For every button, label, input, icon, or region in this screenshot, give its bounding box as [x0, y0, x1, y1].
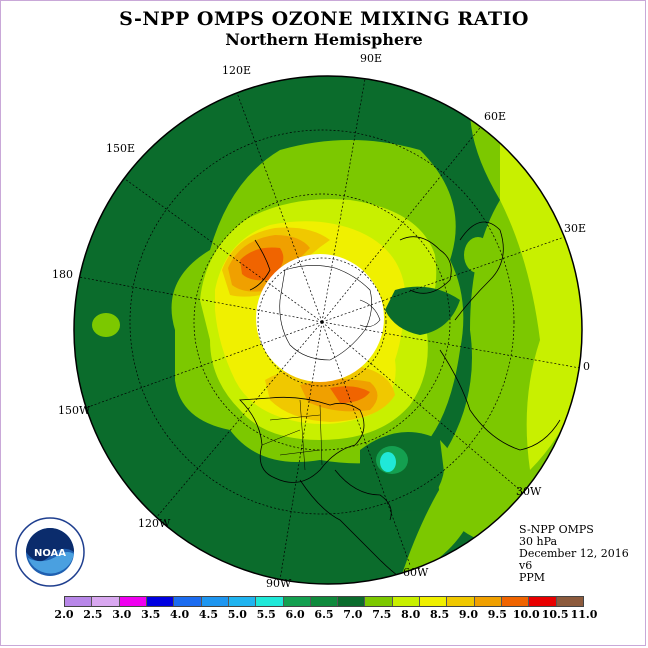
field-7.5-southeast-arm [400, 440, 470, 580]
meridian-120e [229, 76, 323, 323]
us-states [261, 399, 323, 471]
colorbar-swatch [365, 597, 393, 606]
graticule [74, 76, 581, 581]
colorbar-tick-label: 11.0 [570, 608, 598, 621]
latitude-circle-2 [193, 193, 451, 451]
map-boundary [73, 75, 583, 585]
colorbar-swatch [146, 597, 175, 606]
lon-label-60e: 60E [484, 110, 507, 123]
colorbar-swatch [119, 597, 147, 606]
colorbar-tick-label: 3.5 [141, 608, 161, 621]
colorbar-swatch [174, 597, 202, 606]
colorbar-swatch [392, 597, 421, 606]
europe-africa-coast [439, 349, 561, 451]
lon-label-0: 0 [583, 360, 590, 373]
colorbar-tick-label: 5.0 [227, 608, 247, 621]
colorbar-swatch [338, 597, 366, 606]
meridian-60w [321, 321, 411, 566]
meridian-120w [149, 321, 323, 526]
meridian-90e [321, 76, 369, 323]
meridian-90w [279, 321, 323, 581]
meridian-150e [95, 157, 323, 323]
colorbar-swatch [529, 597, 557, 606]
noaa-logo-text: NOAA [34, 548, 66, 559]
colorbar-swatch [92, 597, 120, 606]
info-date: December 12, 2016 [519, 547, 629, 560]
lon-label-180: 180 [52, 268, 73, 281]
colorbar-tick-label: 2.5 [83, 608, 103, 621]
north-america-outline [239, 396, 365, 483]
latitude-circle-1 [257, 257, 387, 387]
lon-label-150e: 150E [106, 142, 136, 155]
map-subtitle: Northern Hemisphere [225, 30, 423, 49]
lon-label-150w: 150W [58, 404, 91, 417]
colorbar-tick-label: 9.0 [458, 608, 479, 621]
lon-label-60w: 60W [403, 566, 429, 579]
meridian-150w [79, 321, 323, 411]
colorbar-swatch [65, 597, 93, 606]
field-7.5-blob-east [464, 237, 492, 273]
colorbar-swatch [228, 597, 257, 606]
colorbar-swatch [201, 597, 229, 606]
info-instrument: S-NPP OMPS [519, 523, 594, 536]
colorbar-swatch [310, 597, 339, 606]
lon-label-120w: 120W [138, 517, 171, 530]
colorbar [64, 596, 584, 607]
field-7.0-tongue [385, 286, 460, 335]
lon-label-30e: 30E [564, 222, 587, 235]
greenland-outline [359, 299, 381, 327]
lon-label-30w: 30W [516, 485, 542, 498]
field-10.0-north [240, 247, 284, 281]
colorbar-tick-label: 4.5 [198, 608, 219, 621]
asia-coast-south [454, 221, 504, 321]
asia-coast-east [399, 236, 452, 294]
colorbar-ticks: 2.0 2.5 3.0 3.5 4.0 4.5 5.0 5.5 6.0 6.5 7.0 7.5 8.0 8… [54, 608, 597, 622]
meridian-180 [74, 274, 323, 323]
polar-night-no-data [256, 254, 384, 382]
colorbar-swatch [556, 597, 583, 606]
colorbar-swatch [256, 597, 284, 606]
field-5.5-spot [380, 452, 396, 472]
colorbar-tick-label: 7.5 [372, 608, 392, 621]
lon-label-90e: 90E [360, 52, 383, 65]
colorbar-tick-label: 8.0 [401, 608, 421, 621]
arctic-coastlines [279, 265, 372, 361]
colorbar-swatch [420, 597, 448, 606]
field-7.5-blob-west [92, 313, 120, 337]
field-8.0-east-band [500, 130, 582, 470]
east-asia-coast [249, 239, 271, 291]
colorbar-tick-label: 3.0 [112, 608, 132, 621]
meridian-30w [321, 321, 521, 491]
info-level: 30 hPa [519, 535, 558, 548]
map-title: S-NPP OMPS OZONE MIXING RATIO [119, 8, 529, 30]
colorbar-tick-label: 7.0 [343, 608, 363, 621]
colorbar-tick-label: 6.0 [285, 608, 305, 621]
colorbar-swatch [474, 597, 502, 606]
colorbar-swatch [447, 597, 475, 606]
colorbar-tick-label: 10.0 [512, 608, 540, 621]
latitude-circle-3 [129, 129, 515, 515]
colorbar-tick-label: 5.5 [256, 608, 276, 621]
noaa-logo: NOAA [15, 517, 85, 587]
colorbar-tick-label: 9.5 [487, 608, 507, 621]
info-version: v6 [519, 559, 533, 572]
colorbar-swatch [502, 597, 530, 606]
colorbar-tick-label: 6.5 [314, 608, 334, 621]
field-7.5-blob-north [322, 150, 394, 194]
info-units: PPM [519, 571, 546, 584]
caribbean-coast [334, 469, 392, 521]
lon-label-120e: 120E [222, 64, 252, 77]
colorbar-tick-label: 8.5 [429, 608, 450, 621]
colorbar-tick-label: 10.5 [541, 608, 569, 621]
info-block: S-NPP OMPS 30 hPa December 12, 2016 v6 P… [519, 524, 629, 584]
colorbar-swatch [283, 597, 311, 606]
colorbar-tick-label: 4.0 [169, 608, 190, 621]
colorbar-tick-label: 2.0 [54, 608, 74, 621]
lon-label-90w: 90W [266, 577, 292, 590]
field-10.0-south [330, 386, 370, 403]
